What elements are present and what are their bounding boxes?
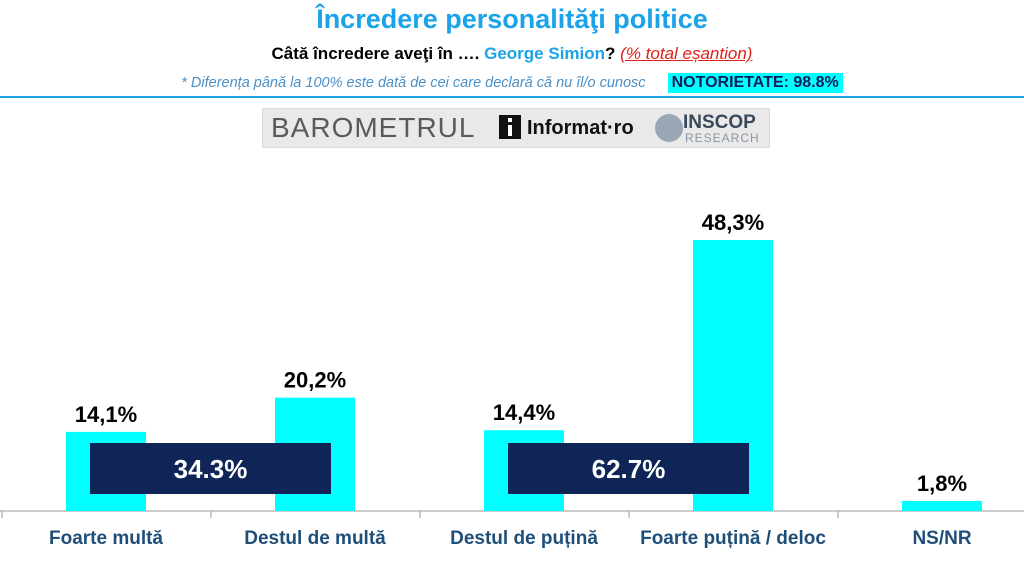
info-icon — [499, 115, 521, 139]
group-total-box — [90, 443, 331, 494]
inscop-logo-name: INSCOP — [683, 112, 756, 133]
data-label: 20,2% — [284, 368, 346, 393]
category-label: Foarte multă — [49, 528, 163, 549]
category-label: NS/NR — [912, 528, 971, 549]
notoriety-badge: NOTORIETATE: 98.8% — [667, 73, 843, 93]
inscop-logo-sub: RESEARCH — [685, 131, 760, 145]
data-label: 48,3% — [702, 210, 764, 235]
data-label: 14,4% — [493, 400, 555, 425]
category-label: Destul de multă — [244, 528, 386, 549]
question-mark: ? — [605, 44, 616, 63]
bar — [902, 500, 982, 511]
informat-logo: Informat·ro — [499, 115, 634, 140]
person-name: George Simion — [484, 44, 606, 63]
question-prefix: Câtă încredere aveţi în …. — [271, 44, 480, 63]
barometer-logo: BAROMETRUL — [271, 112, 476, 143]
category-label: Destul de puțină — [450, 528, 598, 549]
sponsor-logo-strip: BAROMETRUL Informat·ro INSCOP RESEARCH — [262, 108, 770, 148]
data-label: 14,1% — [75, 402, 137, 427]
data-label: 1,8% — [917, 471, 967, 496]
sample-note: (% total eșantion) — [620, 44, 753, 63]
group-total-box — [508, 443, 749, 494]
footnote: * Diferența până la 100% este dată de ce… — [181, 75, 646, 91]
header-divider — [0, 96, 1024, 98]
footnote-line: * Diferența până la 100% este dată de ce… — [0, 73, 1024, 93]
inscop-logo: INSCOP RESEARCH — [655, 111, 765, 145]
group-total-label: 34.3% — [174, 454, 248, 484]
informat-logo-text: Informat·ro — [527, 117, 634, 139]
category-label: Foarte puțină / deloc — [640, 528, 826, 549]
chart-title: Încredere personalităţi politice — [316, 4, 708, 34]
question-line: Câtă încredere aveţi în …. George Simion… — [0, 44, 1024, 64]
inscop-circle-icon — [655, 114, 683, 142]
group-total-label: 62.7% — [592, 454, 666, 484]
